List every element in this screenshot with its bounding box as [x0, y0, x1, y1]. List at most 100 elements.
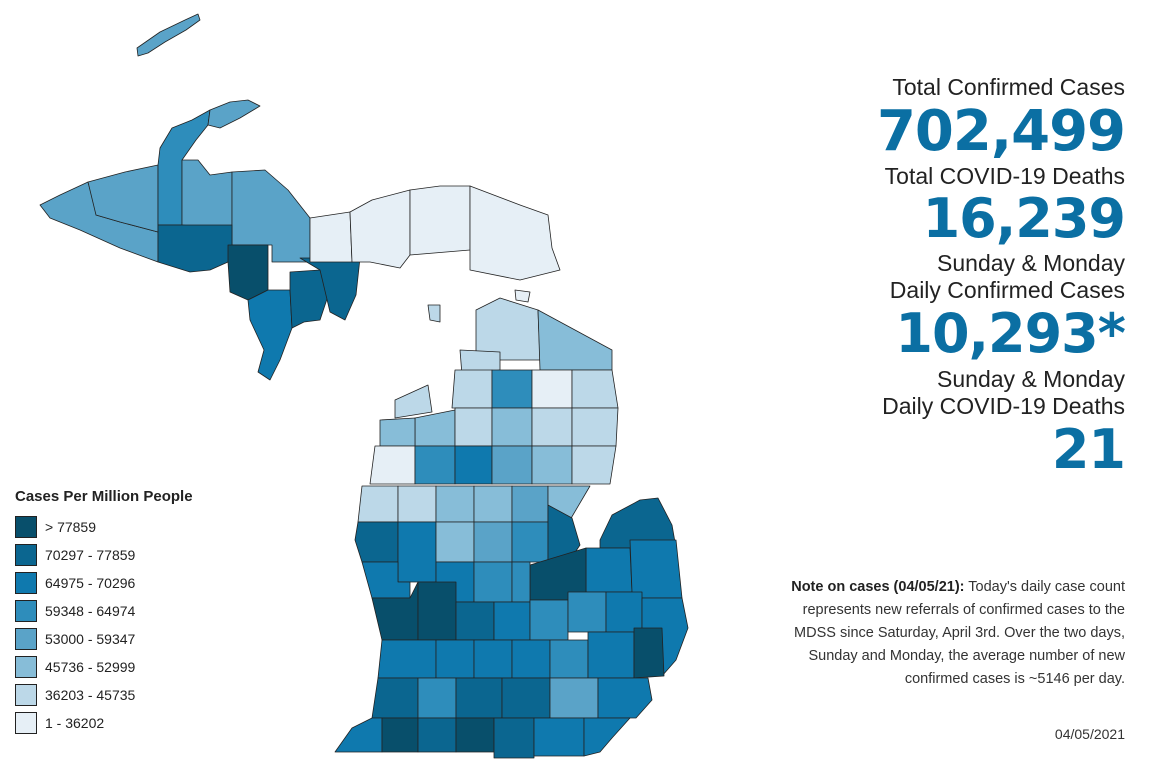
- county-chippewa-east[interactable]: [469, 185, 561, 281]
- legend-item: > 77859: [15, 513, 193, 541]
- total-deaths-label: Total COVID-19 Deaths: [884, 163, 1125, 189]
- county-genesee[interactable]: [567, 591, 607, 633]
- county-antrim[interactable]: [451, 369, 493, 409]
- county-luce[interactable]: [309, 211, 353, 263]
- county-washtenaw[interactable]: [549, 677, 599, 719]
- cases-note: Note on cases (04/05/21): Today's daily …: [765, 576, 1125, 691]
- county-chippewa[interactable]: [409, 185, 471, 256]
- county-cass[interactable]: [381, 717, 419, 753]
- legend-swatch: [15, 656, 37, 678]
- county-crawford[interactable]: [491, 407, 533, 447]
- county-midland[interactable]: [511, 521, 549, 563]
- daily-cases-label-line2: Daily Confirmed Cases: [889, 277, 1125, 303]
- county-osceola[interactable]: [435, 485, 475, 523]
- county-lake[interactable]: [397, 485, 437, 523]
- county-keweenaw[interactable]: [207, 99, 261, 129]
- island-drummond: [514, 289, 531, 303]
- county-clare[interactable]: [473, 485, 513, 523]
- county-wayne[interactable]: [597, 677, 653, 719]
- county-tuscola[interactable]: [585, 547, 633, 593]
- county-barry[interactable]: [435, 639, 475, 679]
- county-iosco[interactable]: [571, 445, 617, 485]
- county-baraga[interactable]: [181, 159, 233, 231]
- legend-item: 36203 - 45735: [15, 681, 193, 709]
- county-hillsdale[interactable]: [493, 717, 535, 759]
- county-lapeer[interactable]: [605, 591, 643, 633]
- county-montmorency[interactable]: [531, 369, 573, 409]
- county-livingston[interactable]: [549, 639, 589, 679]
- county-isabella[interactable]: [473, 521, 513, 563]
- daily-cases-label-line1: Sunday & Monday: [937, 250, 1125, 276]
- county-oakland[interactable]: [587, 631, 635, 679]
- legend-swatch: [15, 572, 37, 594]
- county-mecosta[interactable]: [435, 521, 475, 563]
- county-ionia[interactable]: [455, 601, 495, 641]
- county-iron[interactable]: [157, 224, 233, 273]
- daily-deaths-label-line1: Sunday & Monday: [937, 366, 1125, 392]
- county-clinton-north[interactable]: [511, 561, 531, 603]
- county-menominee[interactable]: [247, 289, 293, 381]
- county-leelanau[interactable]: [394, 384, 433, 419]
- county-kalkaska[interactable]: [454, 407, 493, 447]
- county-ogemaw[interactable]: [531, 445, 573, 485]
- county-gratiot[interactable]: [473, 561, 513, 603]
- county-grand-traverse[interactable]: [414, 409, 456, 447]
- county-calhoun[interactable]: [455, 677, 503, 719]
- county-keweenaw-isle-royale[interactable]: [136, 13, 201, 57]
- county-mason[interactable]: [357, 485, 399, 523]
- legend-swatch: [15, 628, 37, 650]
- county-newaygo[interactable]: [397, 521, 437, 583]
- county-jackson[interactable]: [501, 677, 551, 719]
- island-beaver: [427, 304, 441, 323]
- county-kent[interactable]: [417, 581, 457, 641]
- county-sanilac[interactable]: [629, 539, 683, 599]
- county-st-joseph[interactable]: [417, 717, 457, 753]
- county-monroe[interactable]: [583, 717, 631, 757]
- county-gladwin[interactable]: [511, 485, 549, 523]
- county-kalamazoo[interactable]: [417, 677, 457, 719]
- legend-item: 1 - 36202: [15, 709, 193, 737]
- legend-label: 70297 - 77859: [45, 547, 136, 563]
- county-manistee[interactable]: [369, 445, 416, 485]
- legend-item: 59348 - 64974: [15, 597, 193, 625]
- legend-swatch: [15, 516, 37, 538]
- legend-label: 59348 - 64974: [45, 603, 136, 619]
- county-oscoda[interactable]: [531, 407, 573, 447]
- county-roscommon[interactable]: [491, 445, 533, 485]
- county-van-buren[interactable]: [371, 677, 419, 719]
- map-legend: Cases Per Million People > 77859 70297 -…: [15, 488, 193, 737]
- county-branch[interactable]: [455, 717, 495, 753]
- legend-item: 45736 - 52999: [15, 653, 193, 681]
- legend-label: 1 - 36202: [45, 715, 105, 731]
- county-macomb[interactable]: [633, 627, 665, 679]
- note-heading: Note on cases (04/05/21):: [791, 579, 965, 595]
- legend-item: 53000 - 59347: [15, 625, 193, 653]
- county-mackinac[interactable]: [349, 189, 411, 269]
- county-missaukee[interactable]: [454, 445, 493, 485]
- county-clinton[interactable]: [493, 601, 531, 641]
- county-ingham[interactable]: [511, 639, 551, 679]
- county-benzie[interactable]: [379, 417, 416, 447]
- legend-swatch: [15, 544, 37, 566]
- legend-title: Cases Per Million People: [15, 488, 193, 505]
- county-oceana[interactable]: [354, 521, 399, 563]
- county-otsego[interactable]: [491, 369, 533, 409]
- legend-label: 53000 - 59347: [45, 631, 136, 647]
- county-cheboygan[interactable]: [537, 309, 613, 371]
- county-alpena[interactable]: [571, 369, 619, 409]
- daily-deaths-label-line2: Daily COVID-19 Deaths: [882, 393, 1125, 419]
- county-emmet[interactable]: [475, 297, 541, 361]
- legend-label: 45736 - 52999: [45, 659, 136, 675]
- legend-swatch: [15, 684, 37, 706]
- county-alcona[interactable]: [571, 407, 619, 447]
- county-dickinson[interactable]: [227, 244, 269, 301]
- daily-cases-value: 10,293*: [895, 302, 1126, 365]
- county-wexford[interactable]: [414, 445, 456, 485]
- legend-label: 64975 - 70296: [45, 575, 136, 591]
- county-allegan[interactable]: [377, 639, 437, 679]
- county-lenawee[interactable]: [533, 717, 585, 757]
- county-eaton[interactable]: [473, 639, 513, 679]
- county-shiawassee[interactable]: [529, 599, 569, 641]
- county-berrien[interactable]: [334, 717, 383, 753]
